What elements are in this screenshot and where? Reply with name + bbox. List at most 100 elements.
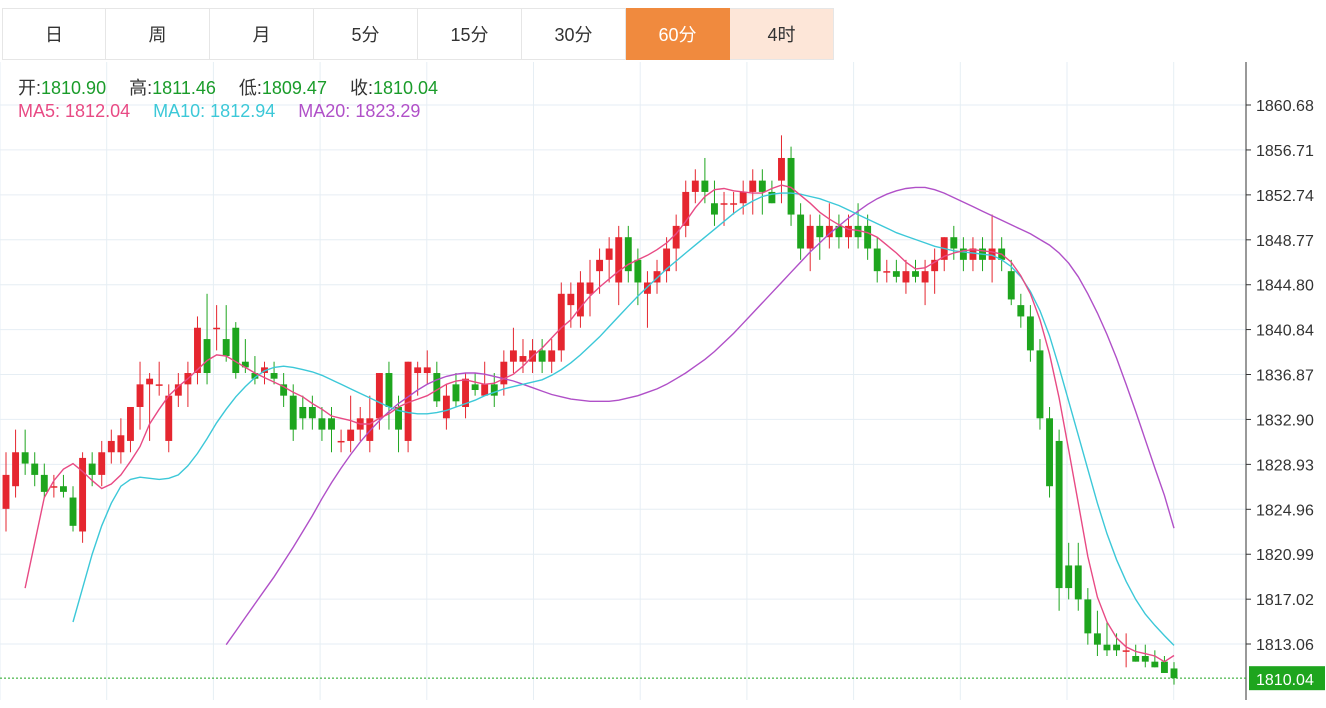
- ma20-value: 1823.29: [355, 101, 421, 121]
- ma10-readout: MA10: 1812.94: [153, 101, 275, 121]
- candle-body: [213, 327, 221, 330]
- close-value: 1810.04: [373, 78, 439, 98]
- ma20-line: [225, 186, 1175, 646]
- candle-body: [337, 440, 345, 443]
- tab-day[interactable]: 日: [2, 8, 106, 60]
- candle-body: [1103, 644, 1111, 651]
- ma5-value: 1812.04: [65, 101, 131, 121]
- candle-body: [423, 367, 431, 374]
- candle-body: [730, 203, 738, 205]
- candle-body: [1065, 565, 1073, 589]
- candle-body: [950, 237, 958, 249]
- candle-body: [79, 457, 87, 532]
- candle-body: [146, 378, 154, 385]
- y-tick-label: 1824.96: [1256, 502, 1314, 519]
- candle-body: [557, 293, 565, 351]
- ma20-readout: MA20: 1823.29: [298, 101, 420, 121]
- candle-body: [222, 339, 230, 357]
- candle-body: [40, 474, 48, 492]
- candle-body: [107, 440, 115, 453]
- tab-5min[interactable]: 5分: [314, 8, 418, 60]
- candle-body: [136, 384, 144, 407]
- candle-body: [758, 180, 766, 192]
- candle-body: [605, 248, 613, 260]
- candle-body: [1151, 661, 1159, 668]
- candle-body: [596, 259, 604, 272]
- tab-month[interactable]: 月: [210, 8, 314, 60]
- candle-body: [538, 350, 546, 362]
- tab-30min[interactable]: 30分: [522, 8, 626, 60]
- candle-body: [576, 282, 584, 317]
- candle-body: [433, 373, 441, 402]
- close-label: 收:: [349, 78, 373, 98]
- candle-body: [624, 237, 632, 272]
- candle-body: [194, 327, 201, 374]
- candle-body: [500, 361, 508, 385]
- candle-body: [414, 367, 422, 374]
- candle-body: [892, 271, 900, 277]
- y-tick-label: 1840.84: [1256, 323, 1314, 340]
- candle-body: [797, 214, 805, 249]
- candle-body: [921, 271, 929, 283]
- candle-body: [768, 191, 776, 204]
- candle-body: [787, 157, 795, 215]
- candle-body: [806, 225, 814, 249]
- candle-body: [21, 452, 29, 464]
- candle-body: [835, 225, 843, 238]
- candle-body: [251, 373, 259, 379]
- candle-body: [280, 384, 288, 396]
- candle-body: [672, 225, 680, 249]
- y-tick-label: 1860.68: [1256, 98, 1314, 115]
- candle-body: [1093, 633, 1101, 645]
- y-tick-label: 1852.74: [1256, 188, 1314, 205]
- candle-body: [778, 157, 785, 181]
- y-tick-label: 1832.90: [1256, 412, 1314, 429]
- candle-body: [1141, 655, 1149, 662]
- candle-body: [1170, 668, 1178, 679]
- candle-body: [519, 356, 527, 362]
- y-tick-label: 1817.02: [1256, 592, 1314, 609]
- candle-body: [864, 225, 872, 249]
- ma10-label: MA10:: [153, 101, 206, 121]
- tab-4hour[interactable]: 4时: [730, 8, 834, 60]
- candle-body: [12, 452, 20, 487]
- candle-body: [749, 180, 757, 192]
- candle-body: [347, 429, 355, 441]
- candle-body: [912, 271, 919, 277]
- candle-body: [959, 248, 967, 260]
- candle-body: [1084, 599, 1092, 634]
- candle-body: [988, 248, 996, 260]
- tab-week[interactable]: 周: [106, 8, 210, 60]
- candle-body: [1132, 655, 1140, 662]
- candle-body: [825, 225, 833, 238]
- candle-body: [241, 361, 249, 368]
- candle-body: [634, 259, 642, 283]
- y-tick-label: 1828.93: [1256, 457, 1314, 474]
- tab-60min[interactable]: 60分: [626, 8, 730, 60]
- candle-body: [385, 373, 393, 407]
- period-tabs: 日 周 月 5分 15分 30分 60分 4时: [2, 8, 834, 60]
- candle-body: [50, 486, 58, 488]
- candle-body: [165, 395, 173, 441]
- candle-body: [270, 373, 278, 379]
- last-price-tag: [1249, 666, 1325, 691]
- candle-body: [1026, 316, 1034, 351]
- y-tick-label: 1813.06: [1256, 637, 1314, 654]
- ma10-line: [72, 192, 1175, 646]
- candle-body: [682, 191, 690, 226]
- candle-body: [318, 418, 326, 430]
- ma-readout: MA5: 1812.04 MA10: 1812.94 MA20: 1823.29: [18, 101, 420, 122]
- candle-body: [854, 225, 862, 238]
- candle-body: [98, 452, 106, 475]
- candle-body: [1036, 350, 1044, 419]
- candle-body: [117, 435, 125, 453]
- candle-body: [845, 225, 852, 238]
- candle-body: [232, 327, 240, 374]
- candle-body: [442, 395, 450, 419]
- candle-body: [969, 248, 977, 260]
- candle-body: [883, 271, 891, 273]
- open-label: 开:: [18, 78, 42, 98]
- tab-15min[interactable]: 15分: [418, 8, 522, 60]
- candle-body: [1017, 305, 1025, 317]
